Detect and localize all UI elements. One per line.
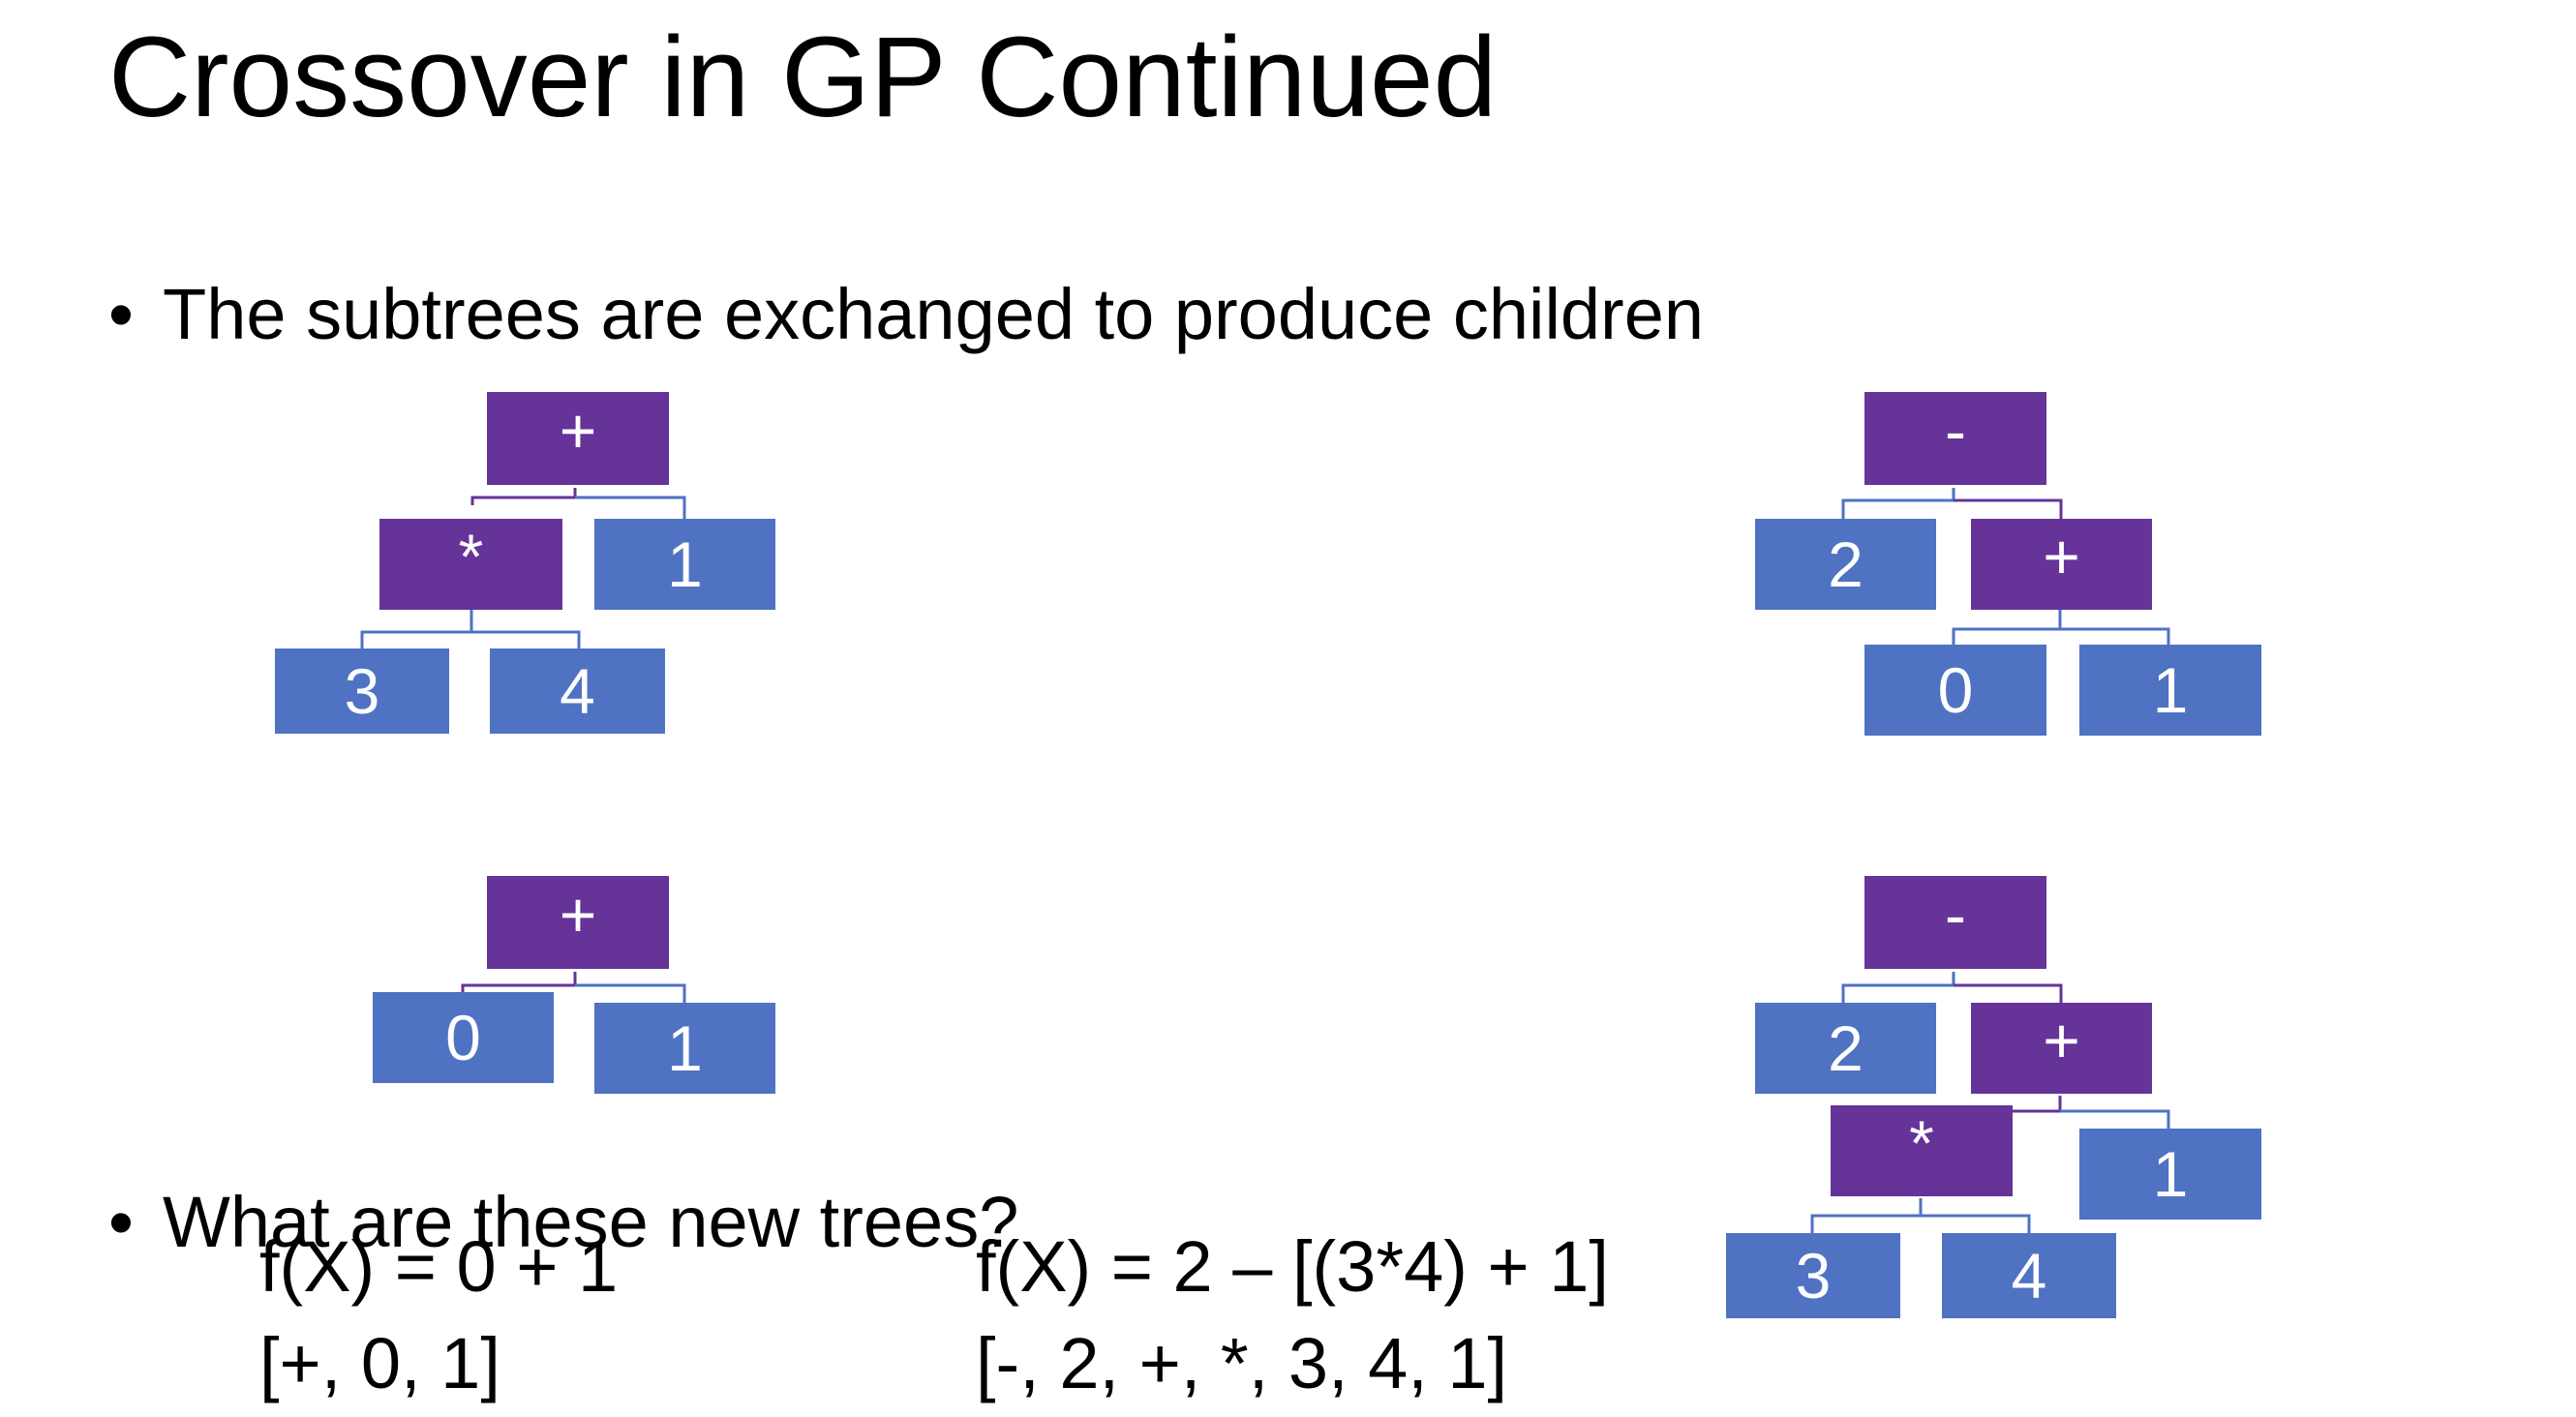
parent-1-connectors xyxy=(360,488,686,650)
child-2-leaf-1: 1 xyxy=(2079,1129,2261,1220)
parent-2-leaf-2: 2 xyxy=(1755,519,1936,610)
parent-1-leaf-1: 1 xyxy=(594,519,775,610)
bullet-text-2: What are these new trees? xyxy=(163,1182,1019,1262)
child-2-root-node: - xyxy=(1864,876,2046,969)
child-2-expression: f(X) = 2 – [(3*4) + 1] xyxy=(976,1226,1609,1307)
parent-1-root-node: + xyxy=(487,392,669,485)
parent-1-times-node: * xyxy=(379,519,562,610)
bullet-marker: • xyxy=(108,274,134,354)
bullet-marker: • xyxy=(108,1182,134,1262)
parent-2-connectors xyxy=(1841,488,2170,647)
child-1-prefix: [+, 0, 1] xyxy=(259,1323,500,1403)
child-1-root-node: + xyxy=(487,876,669,969)
child-2-plus-node: + xyxy=(1971,1003,2152,1094)
bullet-text-1: The subtrees are exchanged to produce ch… xyxy=(163,274,1705,354)
child-2-prefix: [-, 2, +, *, 3, 4, 1] xyxy=(976,1323,1508,1403)
parent-2-root-node: - xyxy=(1864,392,2046,485)
parent-2-plus-node: + xyxy=(1971,519,2152,610)
parent-2-leaf-0: 0 xyxy=(1864,645,2046,736)
parent-1-leaf-3: 3 xyxy=(275,648,449,734)
child-1-connectors xyxy=(461,972,686,1005)
child-2-times-node: * xyxy=(1831,1105,2013,1196)
parent-2-leaf-1: 1 xyxy=(2079,645,2261,736)
child-1-expression: f(X) = 0 + 1 xyxy=(259,1226,619,1307)
bullet-item-1: • The subtrees are exchanged to produce c… xyxy=(108,271,1704,358)
child-2-leaf-4: 4 xyxy=(1942,1233,2116,1318)
slide-title: Crossover in GP Continued xyxy=(108,14,1498,141)
child-1-leaf-1: 1 xyxy=(594,1003,775,1094)
bullet-item-2: • What are these new trees? xyxy=(108,1179,1018,1266)
child-2-leaf-2: 2 xyxy=(1755,1003,1936,1094)
parent-1-leaf-4: 4 xyxy=(490,648,665,734)
child-2-leaf-3: 3 xyxy=(1726,1233,1900,1318)
child-1-leaf-0: 0 xyxy=(373,992,554,1083)
